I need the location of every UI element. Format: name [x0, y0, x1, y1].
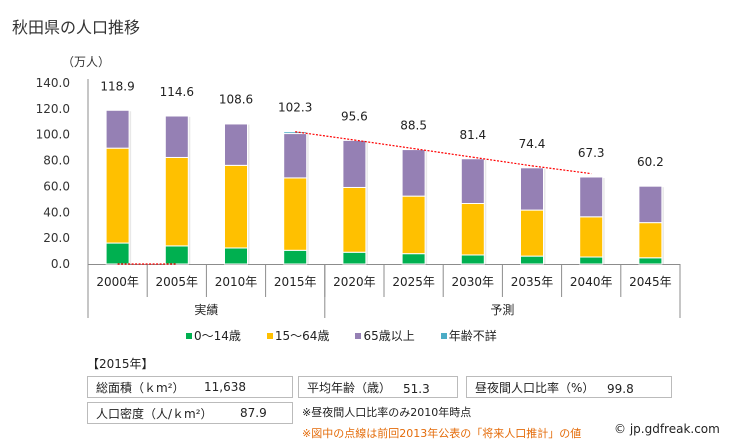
bar-segment-age-0-14	[401, 253, 426, 265]
y-tick-label: 0.0	[51, 257, 70, 271]
bar-segment-age-15-64	[164, 156, 189, 247]
legend-label: 0〜14歳	[194, 329, 241, 343]
legend-label: 65歳以上	[363, 329, 415, 343]
density-label: 人口密度（人/ｋm²）	[96, 406, 213, 421]
bar-segment-age-0-14	[579, 256, 604, 265]
legend-swatch-15-64	[266, 332, 273, 339]
density-value: 87.9	[240, 406, 267, 420]
bar-segment-age-15-64	[579, 216, 604, 258]
previous-projection-line	[354, 139, 414, 150]
legend: 0〜14歳 15〜64歳 65歳以上 年齢不詳	[186, 327, 497, 344]
bar-segment-age-65-plus	[342, 139, 367, 188]
total-data-label: 60.2	[637, 155, 664, 169]
bar-segment-age-65-plus	[401, 149, 426, 197]
total-data-label: 81.4	[459, 128, 486, 142]
total-data-label: 67.3	[578, 146, 605, 160]
previous-projection-line	[531, 165, 592, 175]
legend-item-0-14: 0〜14歳	[186, 327, 241, 344]
x-tick-label: 2015年	[274, 275, 317, 289]
bar-segment-age-0-14	[638, 257, 663, 265]
total-data-label: 74.4	[519, 137, 546, 151]
bar-segment-age-15-64	[283, 177, 308, 251]
y-tick-label: 120.0	[36, 102, 70, 116]
bar-segment-age-15-64	[401, 195, 426, 255]
population-chart: （万人） 0.0 20.0 40.0 60.0 80.0 100.0 120.0 140.0 実績…	[36, 55, 681, 318]
legend-label: 年齢不詳	[448, 329, 497, 343]
x-tick-label: 2040年	[570, 275, 613, 289]
bar-segment-age-0-14	[164, 245, 189, 265]
legend-label: 15〜64歳	[274, 329, 330, 343]
note-dotted-line: ※図中の点線は前回2013年公表の「将来人口推計」の値	[302, 427, 582, 440]
total-data-label: 102.3	[278, 101, 312, 115]
legend-swatch-65-plus	[355, 332, 362, 339]
y-tick-label: 40.0	[43, 205, 70, 219]
legend-swatch-0-14	[186, 332, 192, 339]
y-tick-label: 20.0	[43, 231, 70, 245]
y-tick-label: 60.0	[43, 179, 70, 193]
y-tick-label: 100.0	[36, 128, 70, 142]
total-data-label: 95.6	[341, 109, 368, 123]
daynight-ratio-value: 99.8	[607, 382, 634, 396]
note-daynight: ※昼夜間人口比率のみ2010年時点	[302, 406, 472, 419]
density-box: 人口密度（人/ｋm²） 87.9	[87, 402, 293, 424]
y-tick-label: 140.0	[36, 76, 70, 90]
avg-age-value: 51.3	[403, 382, 430, 396]
stats-year-header: 【2015年】	[87, 357, 154, 371]
x-tick-label: 2045年	[629, 275, 672, 289]
legend-item-unknown: 年齢不詳	[440, 327, 497, 344]
previous-projection-line	[472, 156, 533, 167]
group-label: 予測	[490, 303, 514, 317]
total-data-label: 88.5	[400, 119, 427, 133]
x-tick-label: 2000年	[96, 275, 139, 289]
bar-segment-age-0-14	[283, 249, 308, 265]
bar-segment-age-65-plus	[638, 185, 663, 224]
bar-segment-age-0-14	[520, 255, 544, 265]
total-data-label: 108.6	[219, 93, 253, 107]
x-tick-label: 2035年	[511, 275, 554, 289]
bar-segment-age-0-14	[342, 251, 367, 265]
bar-segment-age-65-plus	[460, 158, 485, 204]
x-tick-label: 2025年	[392, 275, 435, 289]
previous-projection-line	[295, 131, 355, 141]
x-tick-label: 2005年	[156, 275, 199, 289]
legend-item-65-plus: 65歳以上	[355, 327, 415, 344]
bar-segment-age-0-14	[224, 247, 248, 265]
bar-segment-age-65-plus	[164, 115, 189, 158]
bar-segment-age-15-64	[638, 222, 663, 259]
x-tick-label: 2020年	[333, 275, 376, 289]
bar-segment-age-15-64	[520, 209, 544, 257]
x-tick-label: 2030年	[452, 275, 495, 289]
bar-segment-age-15-64	[224, 164, 248, 249]
total-data-label: 118.9	[100, 79, 134, 93]
chart-title: 秋田県の人口推移	[12, 18, 141, 37]
area-box: 総面積（ｋm²） 11,638	[87, 376, 293, 398]
legend-item-15-64: 15〜64歳	[266, 327, 330, 344]
y-axis-unit-label: （万人）	[62, 55, 110, 69]
copyright: © jp.gdfreak.com	[614, 422, 720, 436]
bar-segment-age-0-14	[460, 254, 485, 265]
y-tick-label: 80.0	[43, 154, 70, 168]
bar-segment-age-15-64	[342, 186, 367, 253]
total-data-label: 114.6	[160, 85, 194, 99]
daynight-ratio-label: 昼夜間人口比率（%）	[475, 380, 595, 395]
legend-swatch-unknown	[440, 332, 447, 339]
group-label: 実績	[194, 302, 218, 317]
bar-segment-age-65-plus	[224, 123, 248, 166]
avg-age-label: 平均年齢（歳）	[307, 380, 392, 395]
x-tick-label: 2010年	[215, 275, 258, 289]
bar-segment-age-15-64	[105, 147, 130, 244]
daynight-ratio-box: 昼夜間人口比率（%） 99.8	[466, 376, 672, 398]
bar-segment-age-15-64	[460, 202, 485, 256]
bar-segment-age-65-plus	[520, 167, 544, 211]
avg-age-box: 平均年齢（歳） 51.3	[298, 376, 458, 398]
area-label: 総面積（ｋm²）	[96, 380, 185, 395]
area-value: 11,638	[204, 380, 246, 394]
previous-projection-line	[413, 147, 473, 158]
bar-segment-age-0-14	[105, 242, 130, 265]
bar-segment-age-65-plus	[105, 109, 130, 149]
bar-segment-age-65-plus	[579, 176, 604, 218]
bar-segment-age-65-plus	[283, 133, 308, 179]
